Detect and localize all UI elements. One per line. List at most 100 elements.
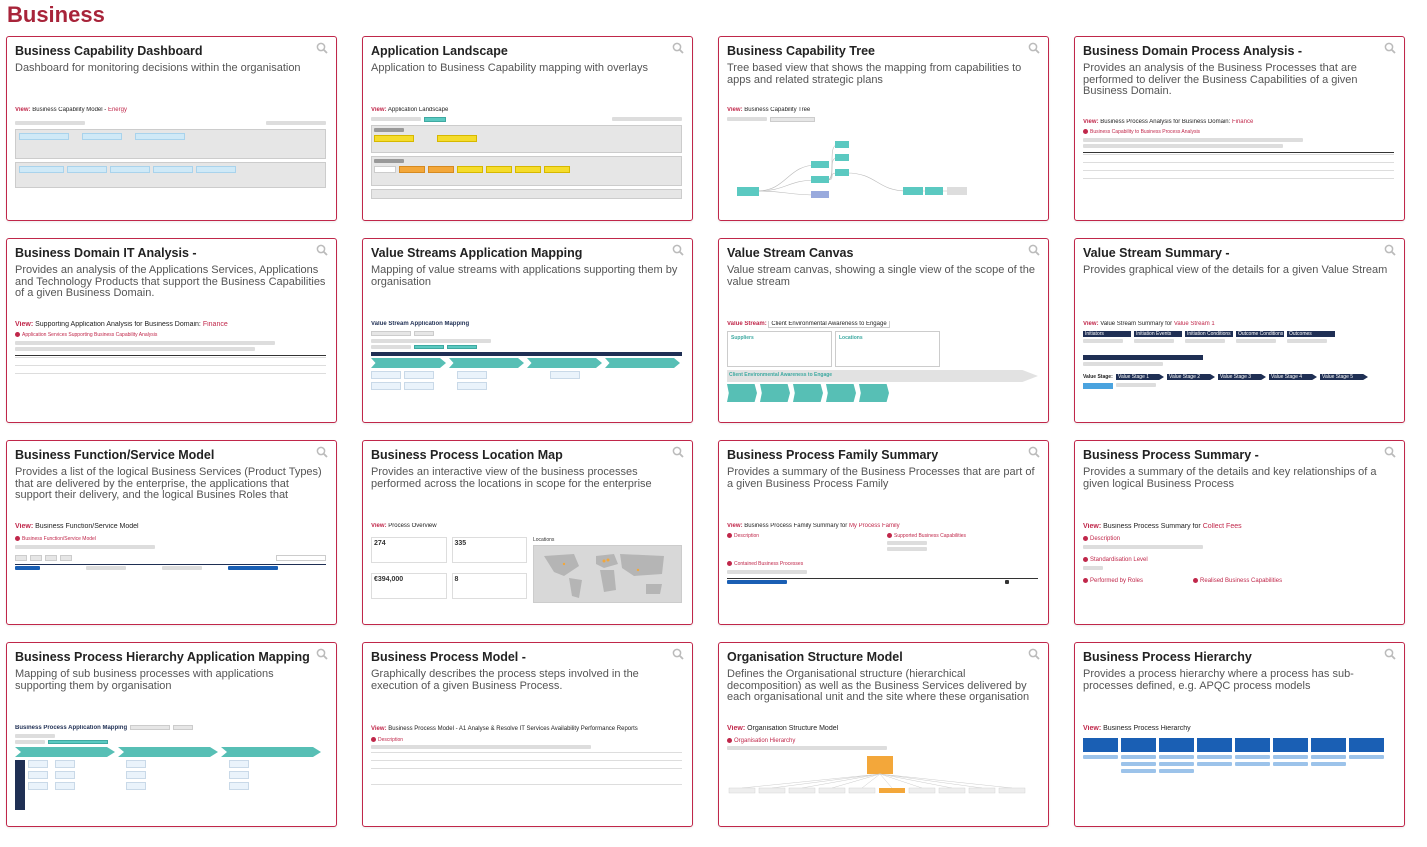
preview-view-label: View: Business Function/Service Model: [15, 523, 139, 530]
preview-view-label: View: Business Process Model - A1 Analys…: [371, 726, 638, 732]
preview-section-heading: Description: [371, 737, 682, 743]
report-card[interactable]: Business Capability Dashboard Dashboard …: [6, 36, 337, 221]
preview-view-label: Business Process Application Mapping: [15, 725, 128, 731]
card-preview: View: Business Capability Tree: [727, 107, 1038, 216]
org-hierarchy-graphic: [728, 756, 1026, 794]
zoom-icon[interactable]: [1384, 648, 1396, 660]
card-title: Value Streams Application Mapping: [371, 246, 583, 260]
report-card[interactable]: Business Capability Tree Tree based view…: [718, 36, 1049, 221]
card-description: Application to Business Capability mappi…: [371, 62, 648, 74]
card-description: Provides an interactive view of the busi…: [371, 466, 652, 490]
card-title: Business Function/Service Model: [15, 448, 215, 462]
preview-view-label: View: Business Process Hierarchy: [1083, 725, 1191, 732]
zoom-icon[interactable]: [316, 42, 328, 54]
card-title: Business Process Hierarchy: [1083, 650, 1252, 664]
card-preview: View: Business Process Model - A1 Analys…: [371, 725, 682, 822]
preview-view-label: View: Organisation Structure Model: [727, 725, 839, 732]
card-preview: View: Value Stream Summary for Value Str…: [1083, 321, 1394, 418]
preview-section-heading: Realised Business Capabilities: [1193, 578, 1282, 584]
preview-view-label: View: Business Process Summary for Colle…: [1083, 523, 1242, 530]
report-card[interactable]: Business Domain IT Analysis - Provides a…: [6, 238, 337, 423]
card-preview: View: Business Process Summary for Colle…: [1083, 523, 1394, 620]
card-preview: View: Business Process Hierarchy: [1083, 725, 1394, 822]
card-preview: View: Application Landscape: [371, 107, 682, 216]
report-card[interactable]: Value Stream Canvas Value stream canvas,…: [718, 238, 1049, 423]
card-title: Organisation Structure Model: [727, 650, 903, 664]
preview-view-label: View: Business Process Analysis for Busi…: [1083, 119, 1254, 125]
card-description: Provides an analysis of the Applications…: [15, 264, 326, 299]
card-description: Provides a summary of the Business Proce…: [727, 466, 1035, 490]
report-card[interactable]: Value Streams Application Mapping Mappin…: [362, 238, 693, 423]
report-card[interactable]: Business Process Model - Graphically des…: [362, 642, 693, 827]
stat-cost: €394,000: [371, 572, 447, 599]
card-preview: View: Supporting Application Analysis fo…: [15, 321, 326, 418]
stat-processes: 274: [371, 537, 447, 563]
canvas-locations-box: Locations: [835, 331, 940, 367]
report-card[interactable]: Business Function/Service Model Provides…: [6, 440, 337, 625]
card-title: Business Process Family Summary: [727, 448, 939, 462]
card-description: Mapping of sub business processes with a…: [15, 668, 274, 692]
zoom-icon[interactable]: [672, 42, 684, 54]
card-preview: Business Process Application Mapping: [15, 725, 326, 822]
card-title: Business Domain Process Analysis -: [1083, 44, 1303, 58]
zoom-icon[interactable]: [1028, 244, 1040, 256]
preview-view-label: View: Business Capability Model - Energy: [15, 107, 127, 113]
map-label: Locations: [533, 537, 555, 543]
card-title: Value Stream Canvas: [727, 246, 854, 260]
report-card-grid: Business Capability Dashboard Dashboard …: [6, 36, 1405, 827]
world-map: [533, 545, 682, 603]
zoom-icon[interactable]: [316, 446, 328, 458]
preview-view-label: Value Stream Application Mapping: [371, 321, 470, 327]
card-preview: Value Stream Application Mapping: [371, 321, 682, 418]
zoom-icon[interactable]: [316, 244, 328, 256]
zoom-icon[interactable]: [1028, 446, 1040, 458]
card-title: Business Process Location Map: [371, 448, 563, 462]
card-description: Provides a process hierarchy where a pro…: [1083, 668, 1354, 692]
stat-implementations: 335: [451, 537, 527, 563]
card-preview: View: Business Process Analysis for Busi…: [1083, 119, 1394, 216]
report-card[interactable]: Business Process Location Map Provides a…: [362, 440, 693, 625]
preview-section-heading: Description: [727, 533, 877, 551]
report-card[interactable]: Organisation Structure Model Defines the…: [718, 642, 1049, 827]
card-description: Defines the Organisational structure (hi…: [727, 668, 1030, 703]
report-card[interactable]: Business Process Summary - Provides a su…: [1074, 440, 1405, 625]
zoom-icon[interactable]: [1028, 42, 1040, 54]
card-title: Business Process Hierarchy Application M…: [15, 650, 310, 664]
preview-section-heading: Business Capability to Business Process …: [1083, 129, 1394, 135]
preview-view-label: View: Application Landscape: [371, 107, 449, 113]
card-title: Application Landscape: [371, 44, 508, 58]
zoom-icon[interactable]: [672, 648, 684, 660]
zoom-icon[interactable]: [316, 648, 328, 660]
report-card[interactable]: Business Process Hierarchy Application M…: [6, 642, 337, 827]
card-title: Business Capability Tree: [727, 44, 875, 58]
card-preview: View: Business Process Family Summary fo…: [727, 523, 1038, 620]
card-preview: View: Business Function/Service Model Bu…: [15, 523, 326, 620]
report-card[interactable]: Application Landscape Application to Bus…: [362, 36, 693, 221]
card-title: Value Stream Summary -: [1083, 246, 1230, 260]
preview-view-label: View: Business Capability Tree: [727, 107, 811, 113]
canvas-suppliers-box: Suppliers: [727, 331, 832, 367]
preview-section-heading: Standardisation Level: [1083, 557, 1394, 563]
zoom-icon[interactable]: [672, 244, 684, 256]
card-preview: View: Organisation Structure Model Organ…: [727, 725, 1038, 822]
zoom-icon[interactable]: [1384, 446, 1396, 458]
zoom-icon[interactable]: [1384, 244, 1396, 256]
report-card[interactable]: Value Stream Summary - Provides graphica…: [1074, 238, 1405, 423]
preview-view-label: View: Supporting Application Analysis fo…: [15, 321, 228, 328]
preview-view-label: Value Stream: Client Environmental Aware…: [727, 321, 1038, 328]
preview-view-label: View: Business Process Family Summary fo…: [727, 523, 900, 529]
card-title: Business Process Summary -: [1083, 448, 1259, 462]
card-description: Dashboard for monitoring decisions withi…: [15, 62, 301, 74]
zoom-icon[interactable]: [1028, 648, 1040, 660]
zoom-icon[interactable]: [1384, 42, 1396, 54]
card-title: Business Capability Dashboard: [15, 44, 203, 58]
card-description: Provides a list of the logical Business …: [15, 466, 322, 501]
preview-section-heading: Contained Business Processes: [727, 561, 1038, 567]
card-preview: View: Process Overview 274 335 €394,000 …: [371, 523, 682, 620]
preview-view-label: View: Value Stream Summary for Value Str…: [1083, 321, 1215, 327]
zoom-icon[interactable]: [672, 446, 684, 458]
report-card[interactable]: Business Process Hierarchy Provides a pr…: [1074, 642, 1405, 827]
card-description: Graphically describes the process steps …: [371, 668, 639, 692]
report-card[interactable]: Business Domain Process Analysis - Provi…: [1074, 36, 1405, 221]
report-card[interactable]: Business Process Family Summary Provides…: [718, 440, 1049, 625]
